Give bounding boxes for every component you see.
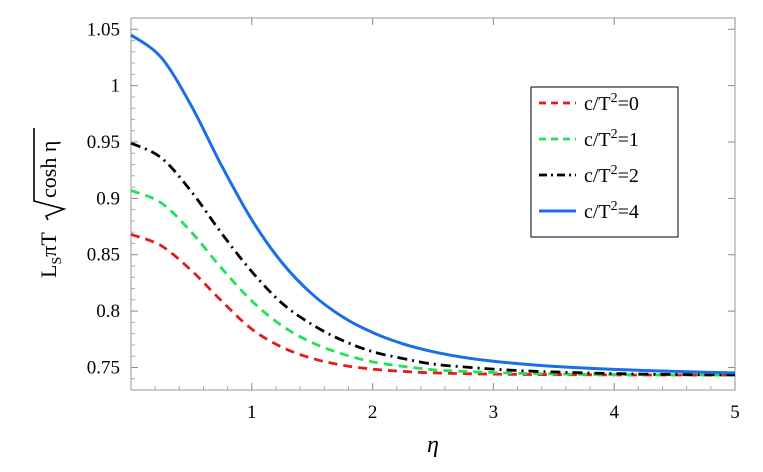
series-layer <box>130 33 736 377</box>
y-tick-label: 0.9 <box>96 188 120 209</box>
y-label-middle: πT <box>36 232 61 257</box>
x-ticks: 1 2 3 4 5 <box>154 18 740 423</box>
y-ticks: 0.75 0.8 0.85 0.9 0.95 1 1.05 <box>87 19 735 380</box>
legend-label: c/T2=2 <box>584 163 639 187</box>
y-label-subscript: S <box>50 257 65 265</box>
x-tick-label: 4 <box>609 402 619 423</box>
x-tick-label: 2 <box>368 402 378 423</box>
series-line-1 <box>130 233 736 377</box>
legend-label: c/T2=4 <box>584 199 639 223</box>
svg-text:LSπT: LSπT <box>36 232 65 278</box>
y-label-radicand: cosh η <box>36 141 61 198</box>
y-tick-label: 0.8 <box>96 301 120 322</box>
y-label-L: L <box>36 265 61 278</box>
series-line-4 <box>130 33 736 375</box>
y-axis-label: LSπT cosh η <box>33 128 67 278</box>
y-tick-label: 1.05 <box>87 19 120 40</box>
x-axis-label: η <box>427 432 439 458</box>
y-tick-label: 0.95 <box>87 132 120 153</box>
x-tick-label: 5 <box>730 402 740 423</box>
series-line-2 <box>130 189 736 377</box>
y-tick-label: 1 <box>111 76 121 97</box>
legend-label: c/T2=0 <box>584 91 639 115</box>
legend: c/T2=0 c/T2=1 c/T2=2 c/T2=4 <box>530 86 679 238</box>
x-tick-label: 3 <box>489 402 499 423</box>
y-tick-label: 0.75 <box>87 357 120 378</box>
x-tick-label: 1 <box>247 402 257 423</box>
plot-frame <box>130 17 736 391</box>
y-label-radical <box>33 128 67 221</box>
legend-label: c/T2=1 <box>584 127 639 151</box>
y-tick-label: 0.85 <box>87 245 120 266</box>
